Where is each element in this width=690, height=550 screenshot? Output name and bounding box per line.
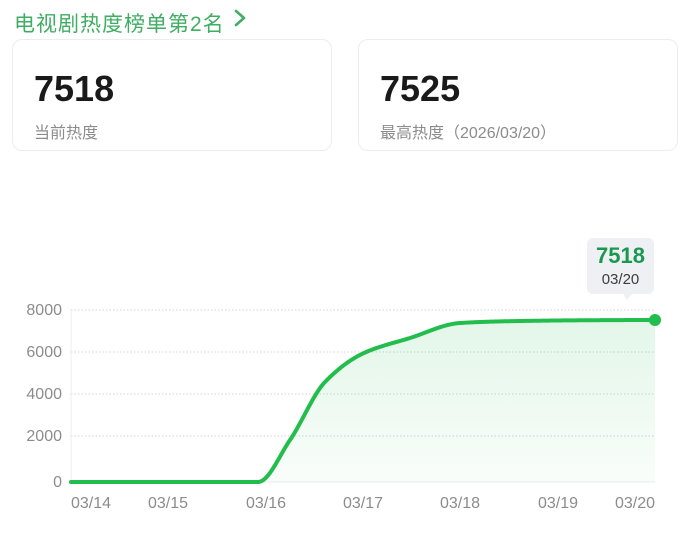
svg-text:03/19: 03/19 (538, 495, 578, 512)
svg-text:03/20: 03/20 (615, 495, 655, 512)
svg-text:03/14: 03/14 (71, 495, 111, 512)
svg-text:4000: 4000 (26, 386, 62, 403)
svg-text:0: 0 (53, 474, 62, 491)
svg-text:03/16: 03/16 (246, 495, 286, 512)
svg-text:03/17: 03/17 (343, 495, 383, 512)
svg-text:6000: 6000 (26, 344, 62, 361)
svg-text:8000: 8000 (26, 302, 62, 319)
svg-text:03/15: 03/15 (148, 495, 188, 512)
svg-text:2000: 2000 (26, 428, 62, 445)
svg-text:03/18: 03/18 (440, 495, 480, 512)
